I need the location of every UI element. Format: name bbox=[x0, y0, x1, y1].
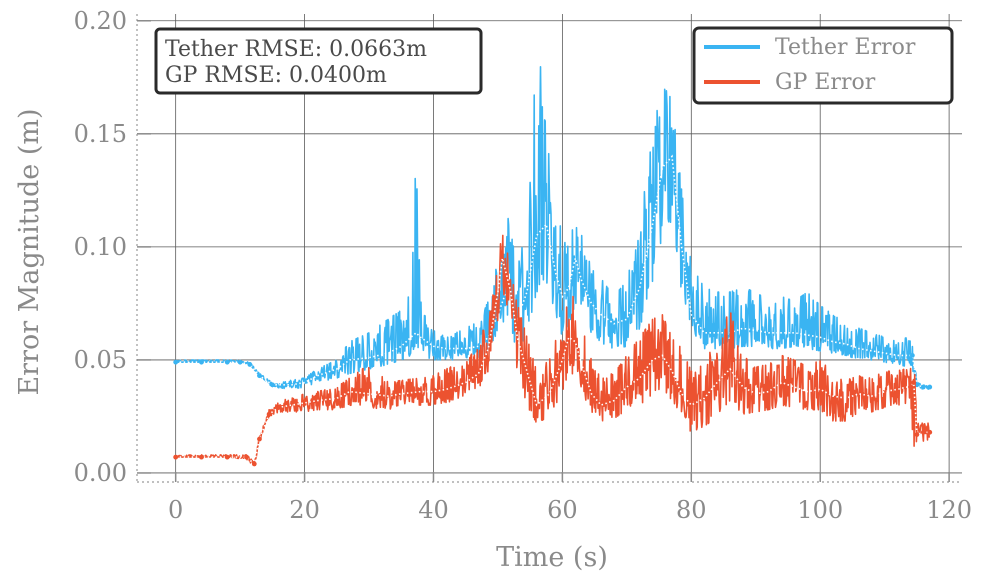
gp-error-line bbox=[175, 234, 930, 465]
gp-data-point bbox=[173, 454, 179, 460]
tether-data-point bbox=[257, 373, 262, 379]
tether-data-point bbox=[237, 359, 243, 365]
legend: Tether Error GP Error bbox=[692, 26, 954, 105]
tether-mean-line bbox=[175, 154, 930, 388]
gp-data-point bbox=[257, 436, 262, 442]
gp-data-point bbox=[251, 461, 257, 467]
tether-data-point bbox=[247, 362, 253, 367]
gp-data-point bbox=[927, 429, 933, 435]
gp-data-point bbox=[224, 454, 230, 460]
tether-data-point bbox=[269, 382, 275, 388]
tick-labels: 0.00 0.05 0.10 0.15 0.20 0 20 40 60 80 100 120 bbox=[74, 7, 972, 524]
axes bbox=[136, 14, 962, 483]
y-tick-label: 0.05 bbox=[74, 346, 127, 374]
x-tick-label: 20 bbox=[289, 496, 320, 524]
x-tick-label: 120 bbox=[926, 496, 972, 524]
series-layer bbox=[173, 66, 933, 467]
gp-data-point bbox=[914, 432, 920, 437]
legend-label-gp: GP Error bbox=[775, 70, 876, 95]
y-tick-label: 0.10 bbox=[74, 233, 127, 261]
tether-data-point bbox=[920, 384, 926, 390]
x-tick-label: 60 bbox=[547, 496, 578, 524]
tether-error-line bbox=[175, 66, 930, 390]
y-tick-label: 0.00 bbox=[74, 459, 127, 487]
tether-data-point bbox=[927, 384, 933, 390]
gp-data-point bbox=[266, 411, 272, 417]
tether-data-point bbox=[199, 359, 204, 365]
gp-data-point bbox=[911, 380, 917, 385]
x-axis-title: Time (s) bbox=[496, 542, 608, 573]
x-tick-label: 100 bbox=[797, 496, 843, 524]
legend-label-tether: Tether Error bbox=[775, 35, 916, 60]
gp-data-point bbox=[276, 404, 282, 410]
gp-data-point bbox=[244, 454, 249, 460]
gp-data-point bbox=[920, 429, 926, 435]
y-tick-label: 0.15 bbox=[74, 120, 127, 148]
gp-rmse-label: GP RMSE: 0.0400m bbox=[165, 63, 387, 88]
y-tick-label: 0.20 bbox=[74, 7, 127, 35]
tether-data-point bbox=[224, 359, 230, 365]
gp-mean-line bbox=[175, 258, 930, 466]
gp-data-point bbox=[199, 454, 204, 460]
y-axis-title: Error Magnitude (m) bbox=[14, 108, 45, 395]
gp-data-point bbox=[908, 384, 913, 390]
tether-data-point bbox=[909, 352, 915, 358]
tether-rmse-label: Tether RMSE: 0.0663m bbox=[165, 37, 427, 62]
rmse-annotation-box: Tether RMSE: 0.0663m GP RMSE: 0.0400m bbox=[154, 27, 483, 95]
x-tick-label: 0 bbox=[168, 496, 183, 524]
tether-data-point bbox=[173, 359, 179, 365]
x-tick-label: 40 bbox=[418, 496, 449, 524]
x-tick-label: 80 bbox=[676, 496, 707, 524]
